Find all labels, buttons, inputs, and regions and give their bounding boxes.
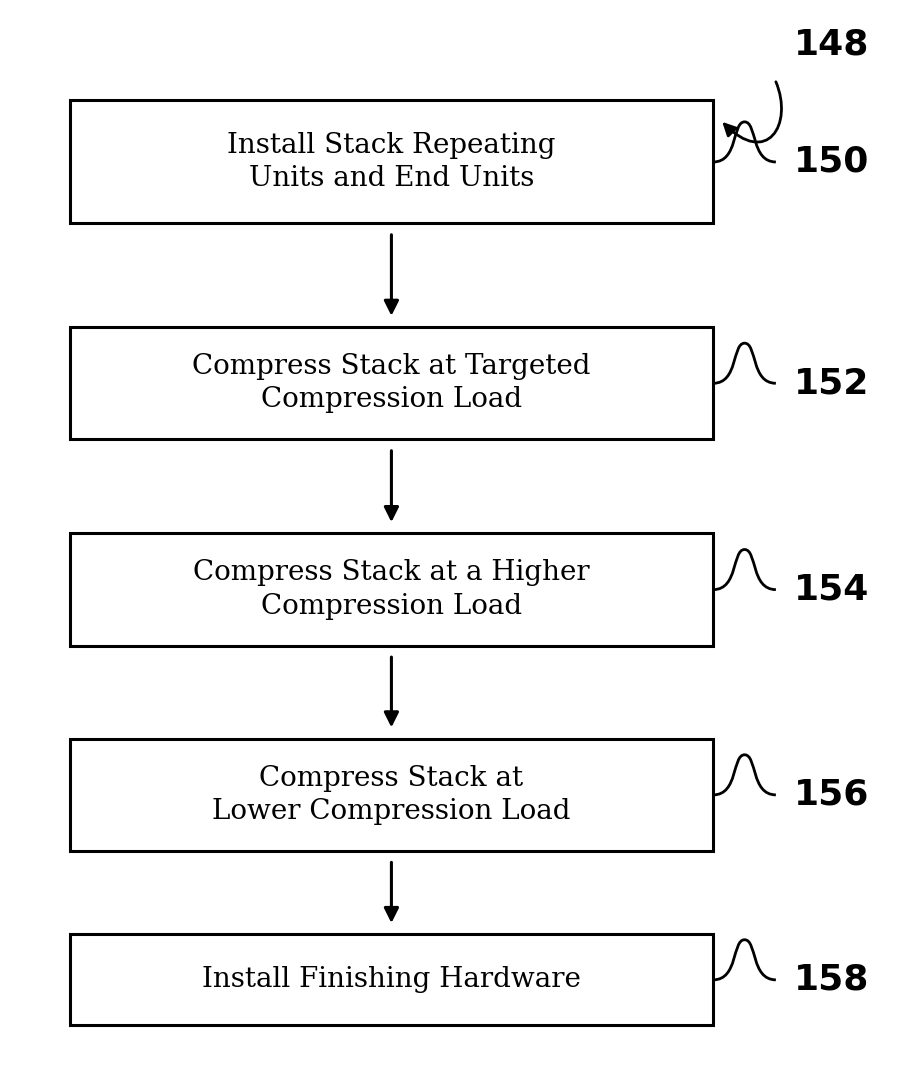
Text: Install Stack Repeating
Units and End Units: Install Stack Repeating Units and End Un… — [227, 132, 556, 192]
FancyArrowPatch shape — [725, 82, 782, 142]
Text: Compress Stack at a Higher
Compression Load: Compress Stack at a Higher Compression L… — [193, 560, 589, 619]
FancyBboxPatch shape — [70, 101, 714, 223]
Text: Install Finishing Hardware: Install Finishing Hardware — [202, 966, 581, 993]
Text: Compress Stack at
Lower Compression Load: Compress Stack at Lower Compression Load — [212, 765, 570, 825]
Text: 158: 158 — [794, 963, 869, 996]
FancyBboxPatch shape — [70, 935, 714, 1026]
Text: 148: 148 — [794, 27, 869, 62]
FancyBboxPatch shape — [70, 327, 714, 440]
FancyBboxPatch shape — [70, 739, 714, 851]
Text: 150: 150 — [794, 145, 869, 179]
Text: 152: 152 — [794, 366, 869, 401]
Text: 156: 156 — [794, 778, 869, 812]
FancyBboxPatch shape — [70, 534, 714, 645]
Text: Compress Stack at Targeted
Compression Load: Compress Stack at Targeted Compression L… — [192, 353, 591, 414]
Text: 154: 154 — [794, 573, 869, 606]
